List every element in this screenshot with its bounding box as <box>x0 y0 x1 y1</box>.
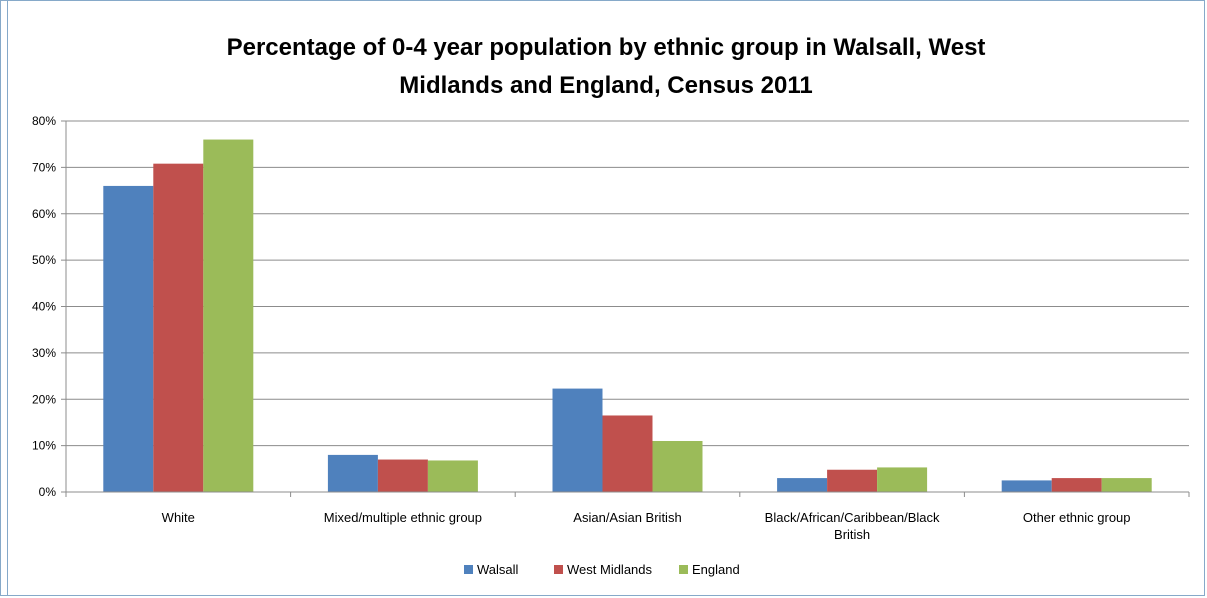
bar-england <box>1101 478 1152 492</box>
legend-label: West Midlands <box>567 562 653 577</box>
x-category-label: British <box>834 527 870 542</box>
bar-west-midlands <box>1051 478 1102 492</box>
y-tick-label: 40% <box>32 300 56 314</box>
y-tick-label: 20% <box>32 392 56 406</box>
y-tick-label: 10% <box>32 439 56 453</box>
bar-walsall <box>103 185 154 493</box>
legend-swatch <box>464 565 473 574</box>
y-tick-label: 80% <box>32 114 56 128</box>
bar-england <box>652 440 703 492</box>
bar-walsall <box>327 454 378 492</box>
x-category-label: White <box>162 510 195 525</box>
legend-label: England <box>692 562 740 577</box>
bar-england <box>427 460 478 492</box>
chart-title-line-1: Percentage of 0-4 year population by eth… <box>226 34 986 61</box>
x-category-label: Black/African/Caribbean/Black <box>765 510 940 525</box>
y-tick-label: 30% <box>32 346 56 360</box>
bar-england <box>203 139 254 493</box>
y-tick-label: 50% <box>32 253 56 267</box>
y-tick-label: 0% <box>39 485 57 499</box>
bar-walsall <box>552 388 603 492</box>
legend-swatch <box>679 565 688 574</box>
x-category-label: Mixed/multiple ethnic group <box>324 510 482 525</box>
bar-england <box>877 467 928 492</box>
chart-title-line-2: Midlands and England, Census 2011 <box>399 72 813 99</box>
y-tick-label: 60% <box>32 207 56 221</box>
bar-west-midlands <box>827 469 878 492</box>
bar-walsall <box>1001 480 1052 492</box>
bar-west-midlands <box>153 163 204 493</box>
x-category-label: Asian/Asian British <box>573 510 681 525</box>
bar-west-midlands <box>602 415 653 492</box>
legend-swatch <box>554 565 563 574</box>
bar-west-midlands <box>377 459 428 492</box>
bar-walsall <box>777 478 828 492</box>
y-tick-label: 70% <box>32 160 56 174</box>
legend-label: Walsall <box>477 562 519 577</box>
x-category-label: Other ethnic group <box>1023 510 1131 525</box>
